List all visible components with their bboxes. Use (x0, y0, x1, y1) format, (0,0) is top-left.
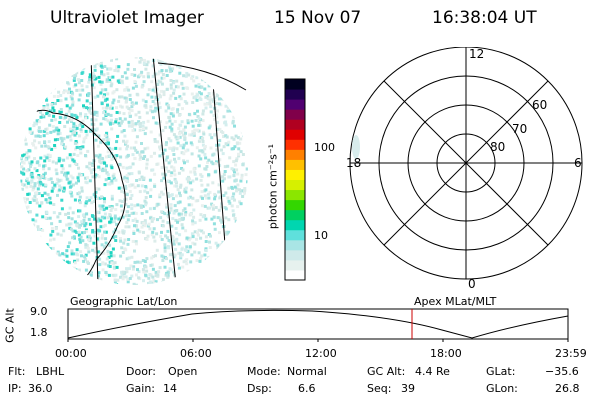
x-tick-0000: 00:00 (55, 347, 87, 360)
colorbar-band (285, 149, 305, 160)
gc-alt-label: GC Alt: (367, 365, 406, 378)
geographic-label: Geographic Lat/Lon (70, 295, 178, 308)
longitude-line (152, 57, 177, 285)
x-tick-1200: 12:00 (305, 347, 337, 360)
gain-value: 14 (163, 382, 177, 395)
instrument-title: Ultraviolet Imager (50, 8, 204, 28)
lat-label-60: 60 (532, 98, 547, 112)
x-tick-2359: 23:59 (555, 347, 587, 360)
colorbar-band (285, 239, 305, 251)
flt-value: LBHL (36, 365, 65, 378)
coastline (22, 109, 126, 285)
colorbar-band (285, 159, 305, 170)
glat-label: GLat: (486, 365, 516, 378)
colorbar-band (285, 89, 305, 100)
ip-label: IP: (8, 382, 22, 395)
date-label: 15 Nov 07 (274, 8, 362, 28)
glat-value: −35.6 (545, 365, 579, 378)
time-label: 16:38:04 UT (432, 8, 537, 28)
y-tick-top: 9.0 (30, 305, 48, 318)
mode-value: Normal (287, 365, 327, 378)
colorbar-unit-label: photon cm⁻²s⁻¹ (266, 143, 280, 230)
aurora-patch (352, 135, 360, 159)
colorbar-band (285, 79, 305, 90)
terminator-line (157, 62, 247, 91)
diagonal-line (383, 80, 549, 246)
lat-label-80: 80 (490, 140, 505, 154)
colorbar-band (285, 209, 305, 221)
apex-label: Apex MLat/MLT (414, 295, 497, 308)
dsp-value: 6.6 (298, 382, 316, 395)
colorbar-band (285, 139, 305, 150)
dsp-label: Dsp: (247, 382, 272, 395)
door-label: Door: (126, 365, 156, 378)
coastline (22, 268, 35, 285)
colorbar-band (285, 129, 305, 140)
orbit-altitude-plot (67, 308, 569, 342)
lat-label-70: 70 (512, 122, 527, 136)
glon-value: 26.8 (555, 382, 580, 395)
mlt-label-12: 12 (469, 47, 484, 61)
mlt-label-6: 6 (574, 156, 582, 170)
colorbar-band (285, 99, 305, 110)
seq-label: Seq: (367, 382, 392, 395)
mode-label: Mode: (247, 365, 281, 378)
colorbar-band (285, 269, 305, 281)
altitude-curve (67, 309, 569, 339)
door-value: Open (168, 365, 198, 378)
colorbar-band (285, 169, 305, 180)
flt-label: Flt: (8, 365, 26, 378)
gc-alt-axis-label: GC Alt (3, 308, 17, 343)
gc-alt-value: 4.4 Re (415, 365, 450, 378)
colorbar-band (285, 219, 305, 231)
colorbar-band (285, 179, 305, 191)
color-scale-bar (284, 78, 306, 281)
colorbar-band (285, 259, 305, 271)
colorbar-tick-100: 100 (314, 141, 335, 154)
x-tick-0600: 06:00 (180, 347, 212, 360)
colorbar-band (285, 249, 305, 261)
geographic-image (20, 57, 248, 285)
colorbar-tick-10: 10 (314, 229, 328, 242)
colorbar-band (285, 109, 305, 120)
colorbar-band (285, 189, 305, 201)
colorbar-band (285, 119, 305, 130)
colorbar-band (285, 199, 305, 211)
gain-label: Gain: (126, 382, 155, 395)
seq-value: 39 (401, 382, 415, 395)
colorbar-band (285, 229, 305, 241)
y-tick-bottom: 1.8 (30, 326, 48, 339)
x-tick-1800: 18:00 (430, 347, 462, 360)
polar-mlt-plot: 12 6 18 0 60 70 80 (346, 47, 583, 291)
mlt-label-18: 18 (346, 156, 361, 170)
glon-label: GLon: (486, 382, 518, 395)
longitude-line (90, 57, 99, 285)
ip-value: 36.0 (28, 382, 53, 395)
mlt-label-0: 0 (468, 277, 476, 291)
